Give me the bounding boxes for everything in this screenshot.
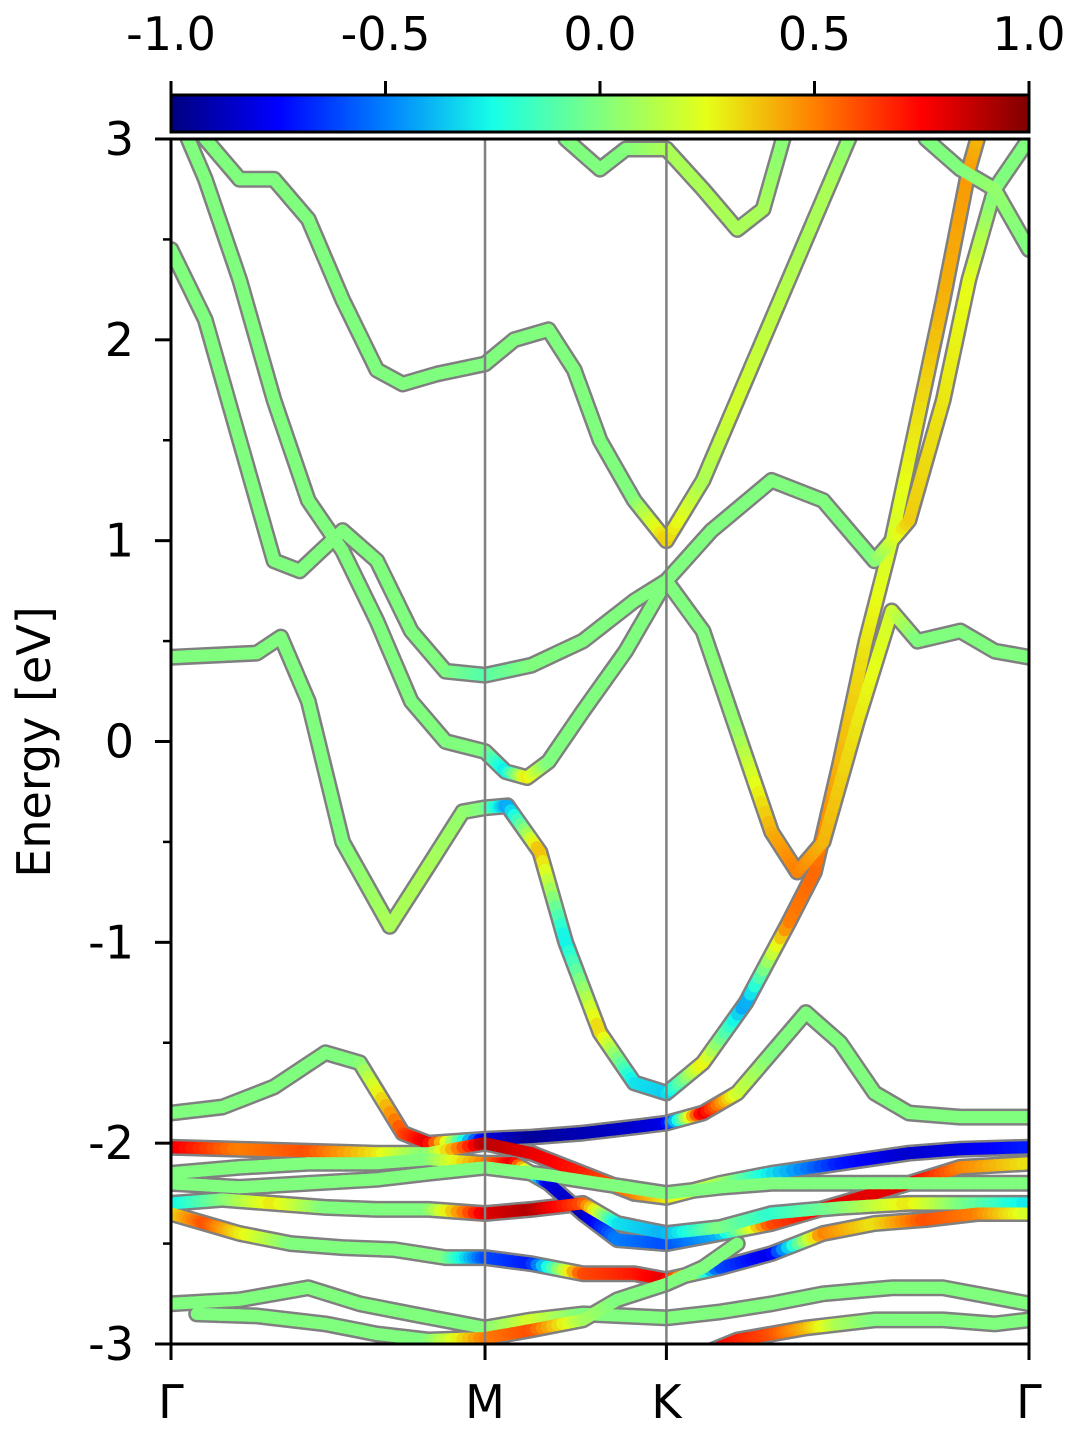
y-axis-label: Energy [eV] <box>7 606 61 877</box>
band-outline <box>171 241 1029 881</box>
y-tick-label: -3 <box>88 1317 134 1371</box>
x-tick-label: M <box>465 1375 505 1429</box>
band-point <box>711 1343 715 1344</box>
y-tick-label: 0 <box>105 715 134 769</box>
x-tick-label: K <box>651 1375 683 1429</box>
band-series <box>171 1281 1029 1334</box>
colorbar-tick-label: 1.0 <box>992 7 1065 61</box>
y-tick-label: -2 <box>88 1116 134 1170</box>
band-point <box>727 1237 744 1252</box>
band-series <box>171 139 984 1099</box>
colorbar-tick-label: -1.0 <box>126 7 216 61</box>
y-tick-label: 3 <box>105 112 134 166</box>
band-series <box>920 139 1029 256</box>
x-tick-label: Γ <box>1016 1375 1042 1429</box>
band-point <box>714 1339 730 1344</box>
band-series <box>171 1207 1029 1286</box>
y-tick-label: 1 <box>105 514 134 568</box>
band-series <box>171 243 1029 878</box>
axes: -3 -2 -1 0 1 2 3 Γ M K Γ <box>88 112 1042 1429</box>
band-series <box>703 1313 1029 1354</box>
band-point <box>711 1342 721 1344</box>
colorbar-tick-label: -0.5 <box>341 7 431 61</box>
band-point <box>706 1351 709 1352</box>
colorbar-tick-label: 0.0 <box>563 7 636 61</box>
plot-area <box>171 139 1029 1354</box>
colorbar: -1.0 -0.5 0.0 0.5 1.0 <box>126 7 1066 134</box>
y-tick-label: -1 <box>88 915 134 969</box>
band-series <box>171 1161 1029 1200</box>
colorbar-gradient <box>169 93 1031 134</box>
band-point <box>712 1341 726 1344</box>
colorbar-tick-label: 0.5 <box>778 7 851 61</box>
band-series <box>181 139 1029 784</box>
band-series <box>559 139 790 236</box>
band-point <box>703 1353 706 1354</box>
band-series <box>190 1237 744 1344</box>
bands-layer <box>171 139 1029 1354</box>
y-tick-label: 2 <box>105 313 134 367</box>
x-tick-label: Γ <box>158 1375 184 1429</box>
band-series <box>199 139 856 547</box>
